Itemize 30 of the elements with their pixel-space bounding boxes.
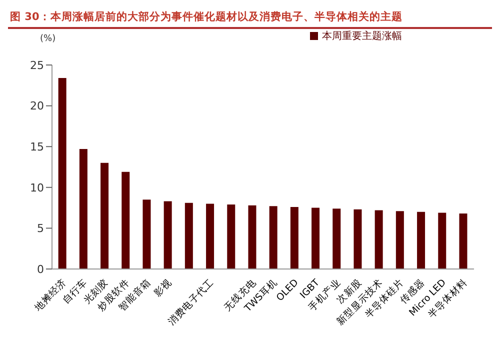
bar bbox=[206, 204, 214, 269]
bar bbox=[374, 210, 383, 269]
bar bbox=[100, 162, 109, 269]
y-tick-label: 20 bbox=[30, 100, 44, 113]
bar bbox=[142, 200, 151, 269]
bar bbox=[417, 212, 426, 269]
bar bbox=[269, 206, 278, 269]
bar bbox=[227, 204, 236, 269]
legend-label: 本周重要主题涨幅 bbox=[322, 31, 402, 42]
y-tick-label: 25 bbox=[30, 58, 44, 72]
bar bbox=[438, 212, 446, 269]
bar bbox=[290, 206, 298, 269]
y-tick-label: 5 bbox=[37, 222, 44, 236]
bar bbox=[396, 211, 404, 269]
bar bbox=[79, 149, 88, 269]
y-tick-label: 10 bbox=[30, 181, 44, 194]
bar bbox=[354, 209, 362, 269]
x-tick-label: 影视 bbox=[152, 276, 174, 300]
chart-title: 图 30：本周涨幅居前的大部分为事件催化题材以及消费电子、半导体相关的主题 bbox=[8, 8, 492, 29]
bar bbox=[164, 201, 172, 269]
y-axis-title: (%) bbox=[40, 34, 56, 44]
bar bbox=[58, 78, 66, 269]
bar bbox=[332, 208, 341, 269]
bar bbox=[459, 214, 468, 269]
y-tick-label: 15 bbox=[30, 140, 44, 154]
bar bbox=[122, 172, 130, 269]
bar bbox=[248, 205, 256, 269]
bar bbox=[184, 202, 193, 269]
bar bbox=[312, 208, 320, 269]
y-tick-label: 0 bbox=[37, 262, 44, 276]
